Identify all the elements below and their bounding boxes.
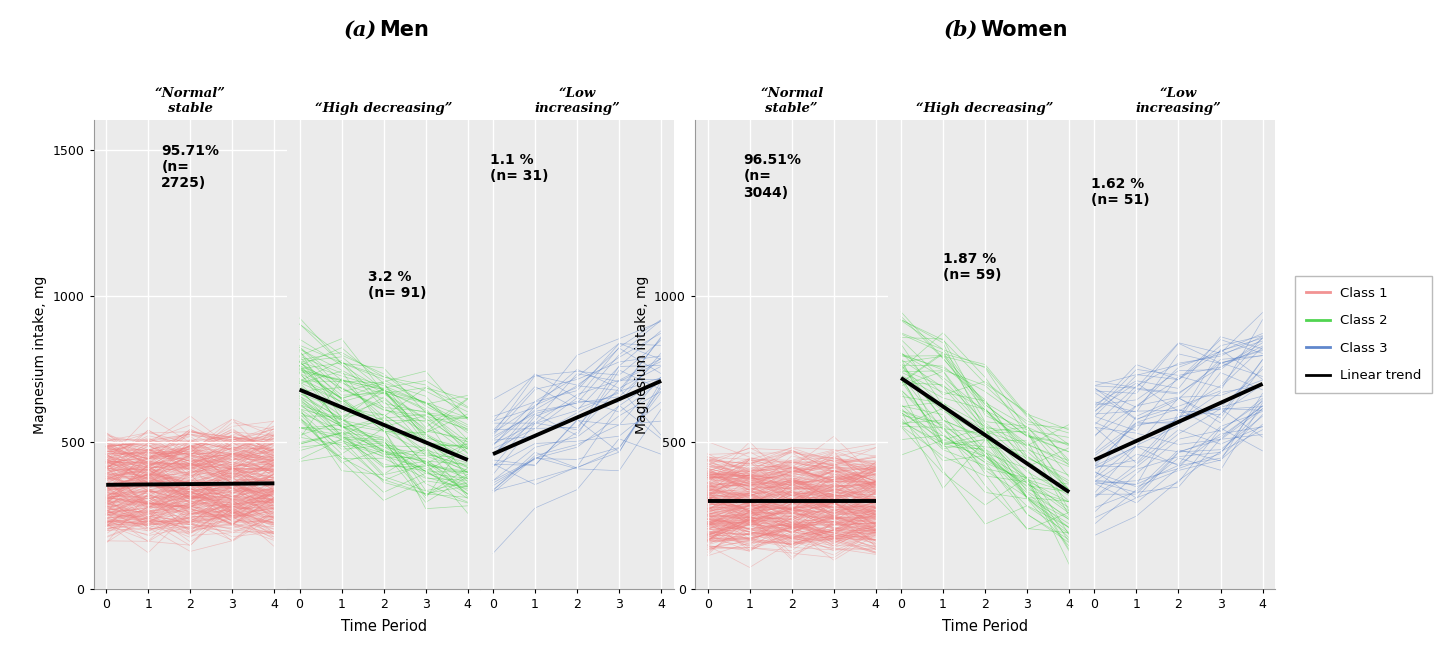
- Title: “Low
increasing”: “Low increasing”: [534, 87, 621, 115]
- Text: 1.62 %
(n= 51): 1.62 % (n= 51): [1092, 177, 1151, 207]
- Text: 3.2 %
(n= 91): 3.2 % (n= 91): [369, 270, 426, 300]
- Y-axis label: Magnesium intake, mg: Magnesium intake, mg: [33, 276, 48, 434]
- Text: 95.71%
(n=
2725): 95.71% (n= 2725): [161, 144, 219, 190]
- Legend: Class 1, Class 2, Class 3, Linear trend: Class 1, Class 2, Class 3, Linear trend: [1296, 276, 1433, 393]
- Text: Women: Women: [981, 20, 1068, 40]
- Title: “High decreasing”: “High decreasing”: [916, 102, 1054, 115]
- X-axis label: Time Period: Time Period: [942, 619, 1028, 634]
- Title: “Normal
stable”: “Normal stable”: [760, 87, 824, 115]
- X-axis label: Time Period: Time Period: [341, 619, 426, 634]
- Text: (a): (a): [343, 20, 376, 40]
- Y-axis label: Magnesium intake, mg: Magnesium intake, mg: [635, 276, 648, 434]
- Title: “High decreasing”: “High decreasing”: [315, 102, 452, 115]
- Text: 1.1 %
(n= 31): 1.1 % (n= 31): [490, 153, 549, 183]
- Text: (b): (b): [943, 20, 978, 40]
- Text: Men: Men: [379, 20, 429, 40]
- Text: 96.51%
(n=
3044): 96.51% (n= 3044): [743, 153, 802, 199]
- Title: “Normal”
stable: “Normal” stable: [156, 87, 226, 115]
- Title: “Low
increasing”: “Low increasing”: [1136, 87, 1221, 115]
- Text: 1.87 %
(n= 59): 1.87 % (n= 59): [943, 252, 1001, 282]
